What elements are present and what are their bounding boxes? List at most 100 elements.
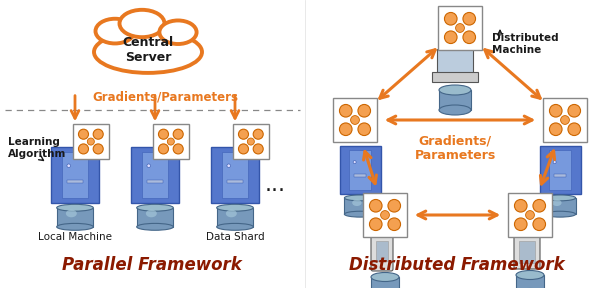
Circle shape	[79, 144, 88, 154]
Text: Distributed Framework: Distributed Framework	[349, 256, 565, 274]
Circle shape	[67, 164, 71, 168]
Circle shape	[79, 129, 88, 139]
FancyBboxPatch shape	[514, 235, 540, 269]
Circle shape	[381, 211, 389, 219]
FancyBboxPatch shape	[432, 72, 478, 82]
FancyBboxPatch shape	[148, 180, 162, 183]
Circle shape	[370, 200, 382, 212]
Circle shape	[514, 200, 527, 212]
FancyBboxPatch shape	[508, 193, 552, 237]
FancyBboxPatch shape	[354, 174, 367, 177]
Text: Data Shard: Data Shard	[206, 232, 264, 242]
Circle shape	[253, 144, 263, 154]
Circle shape	[159, 144, 168, 154]
FancyBboxPatch shape	[376, 241, 388, 261]
Circle shape	[173, 144, 183, 154]
Circle shape	[358, 123, 370, 136]
Circle shape	[339, 123, 352, 136]
FancyBboxPatch shape	[57, 208, 93, 227]
Ellipse shape	[217, 223, 253, 230]
Circle shape	[445, 31, 457, 43]
Ellipse shape	[94, 31, 202, 73]
Circle shape	[93, 129, 103, 139]
FancyBboxPatch shape	[153, 124, 188, 159]
Ellipse shape	[439, 85, 471, 95]
Circle shape	[463, 31, 476, 43]
Ellipse shape	[345, 195, 376, 201]
Ellipse shape	[217, 204, 253, 211]
Circle shape	[93, 144, 103, 154]
Ellipse shape	[120, 10, 165, 37]
Circle shape	[568, 105, 581, 117]
FancyBboxPatch shape	[340, 146, 381, 194]
FancyBboxPatch shape	[142, 152, 168, 198]
Circle shape	[550, 105, 562, 117]
FancyBboxPatch shape	[549, 150, 571, 190]
Circle shape	[358, 105, 370, 117]
Circle shape	[568, 123, 581, 136]
Circle shape	[247, 138, 254, 145]
FancyBboxPatch shape	[333, 98, 377, 142]
Ellipse shape	[57, 204, 93, 211]
Ellipse shape	[552, 200, 562, 206]
Ellipse shape	[371, 272, 399, 281]
Ellipse shape	[66, 210, 77, 217]
Text: Parallel Framework: Parallel Framework	[62, 256, 242, 274]
Circle shape	[167, 138, 174, 145]
Circle shape	[463, 12, 476, 25]
Ellipse shape	[516, 270, 544, 279]
Ellipse shape	[345, 211, 376, 217]
FancyBboxPatch shape	[363, 193, 407, 237]
Circle shape	[239, 144, 248, 154]
FancyBboxPatch shape	[217, 208, 253, 227]
FancyBboxPatch shape	[544, 198, 576, 214]
Circle shape	[173, 129, 183, 139]
Circle shape	[526, 211, 534, 219]
Text: ...: ...	[265, 175, 285, 195]
Ellipse shape	[439, 105, 471, 115]
Ellipse shape	[146, 210, 157, 217]
Ellipse shape	[96, 19, 134, 43]
Circle shape	[351, 115, 359, 124]
Circle shape	[253, 129, 263, 139]
FancyBboxPatch shape	[131, 147, 179, 203]
FancyBboxPatch shape	[233, 124, 268, 159]
Circle shape	[533, 200, 545, 212]
Circle shape	[388, 200, 401, 212]
Circle shape	[87, 138, 95, 145]
Circle shape	[533, 218, 545, 230]
FancyBboxPatch shape	[438, 6, 482, 50]
Ellipse shape	[352, 200, 362, 206]
FancyBboxPatch shape	[553, 174, 567, 177]
Ellipse shape	[159, 20, 196, 44]
FancyBboxPatch shape	[350, 150, 371, 190]
FancyBboxPatch shape	[68, 180, 82, 183]
Circle shape	[550, 123, 562, 136]
FancyBboxPatch shape	[228, 180, 243, 183]
FancyBboxPatch shape	[371, 277, 399, 288]
Ellipse shape	[226, 210, 237, 217]
FancyBboxPatch shape	[73, 124, 109, 159]
Circle shape	[445, 12, 457, 25]
Ellipse shape	[544, 195, 576, 201]
Circle shape	[456, 24, 464, 33]
Circle shape	[147, 164, 151, 168]
Text: Learning
Algorithm: Learning Algorithm	[8, 137, 66, 159]
FancyBboxPatch shape	[371, 235, 393, 271]
FancyBboxPatch shape	[519, 241, 535, 263]
Text: Central
Server: Central Server	[123, 36, 174, 64]
FancyBboxPatch shape	[437, 49, 473, 73]
Circle shape	[514, 218, 527, 230]
Text: Gradients/
Parameters: Gradients/ Parameters	[414, 134, 495, 162]
FancyBboxPatch shape	[223, 152, 248, 198]
Circle shape	[370, 218, 382, 230]
FancyBboxPatch shape	[516, 275, 544, 288]
FancyBboxPatch shape	[539, 146, 581, 194]
Ellipse shape	[137, 223, 173, 230]
Circle shape	[159, 129, 168, 139]
Text: Distributed
Machine: Distributed Machine	[492, 33, 559, 55]
FancyBboxPatch shape	[439, 90, 471, 110]
Text: Gradients/Parameters: Gradients/Parameters	[92, 90, 238, 103]
Ellipse shape	[137, 204, 173, 211]
FancyBboxPatch shape	[543, 98, 587, 142]
